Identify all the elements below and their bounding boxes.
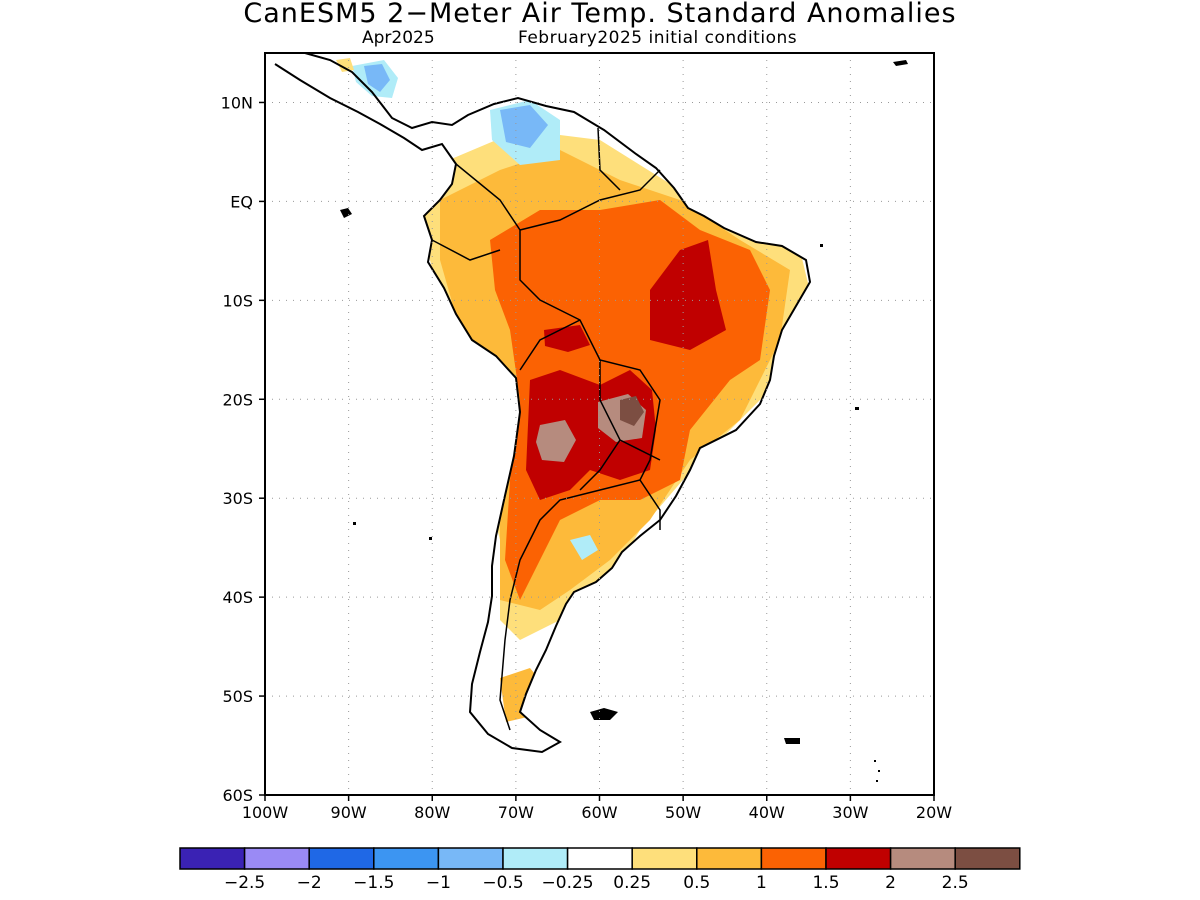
- legend-swatch: [373, 847, 440, 870]
- lon-tick-label: 100W: [242, 803, 289, 822]
- lat-tick-label: 30S: [222, 489, 253, 508]
- anomaly-region-2-a: [536, 420, 576, 462]
- legend-swatch: [566, 847, 633, 870]
- lon-tick-label: 20W: [916, 803, 952, 822]
- lat-tick-label: 20S: [222, 390, 253, 409]
- color-legend: −2.5 −2 −1.5 −1 −0.5 −0.25 0.25 0.5 1 1.5 2 2.5: [179, 847, 1021, 893]
- map-title: CanESM5 2−Meter Air Temp. Standard Anoma…: [243, 0, 957, 29]
- lat-tick-label: 40S: [222, 588, 253, 607]
- legend-label: 1.5: [812, 873, 839, 893]
- axis-ticks: 100W 90W 80W 70W 60W 50W 40W 30W 20W 10N EQ 10S 20S 3…: [221, 93, 953, 822]
- lon-tick-label: 30W: [832, 803, 868, 822]
- lon-tick-label: 50W: [665, 803, 701, 822]
- lat-tick-label: 60S: [222, 786, 253, 805]
- lon-tick-label: 60W: [581, 803, 617, 822]
- lon-tick-label: 70W: [498, 803, 534, 822]
- legend-label: 2: [885, 873, 896, 893]
- legend-swatch: [243, 847, 310, 870]
- legend-swatch: [696, 847, 763, 870]
- legend-label: −2.5: [224, 873, 265, 893]
- lon-tick-label: 40W: [749, 803, 785, 822]
- legend-swatch: [437, 847, 504, 870]
- lon-tick-label: 90W: [331, 803, 367, 822]
- legend-label: −1: [426, 873, 451, 893]
- legend-label: −0.5: [482, 873, 523, 893]
- lat-tick-label: 10N: [221, 93, 253, 112]
- lat-tick-label: 10S: [222, 291, 253, 310]
- legend-label: 1: [756, 873, 767, 893]
- coastlines: [274, 53, 812, 754]
- legend-label: −2: [297, 873, 322, 893]
- forecast-month: Apr2025: [362, 28, 435, 48]
- legend-label: 0.25: [613, 873, 651, 893]
- anomaly-region-1.5-north: [650, 240, 726, 350]
- grid-lines: [265, 53, 934, 795]
- legend-swatch: [760, 847, 827, 870]
- legend-label: 2.5: [942, 873, 969, 893]
- legend-label: 0.5: [683, 873, 710, 893]
- lat-tick-label: EQ: [230, 192, 253, 211]
- legend-swatch: [502, 847, 569, 870]
- anomaly-region-neg-0.5: [500, 105, 548, 148]
- anomaly-region-2.5: [620, 396, 644, 426]
- legend-swatch: [954, 847, 1021, 870]
- legend-swatch: [308, 847, 375, 870]
- central-america-anomaly: [336, 58, 398, 98]
- legend-label: −0.25: [542, 873, 594, 893]
- anomaly-region-neg-0.25-south: [570, 535, 598, 560]
- legend-label: −1.5: [353, 873, 394, 893]
- lat-tick-label: 50S: [222, 687, 253, 706]
- initial-conditions: February2025 initial conditions: [518, 28, 798, 48]
- legend-swatch: [179, 847, 246, 870]
- anomaly-region-0.5-patagonia: [500, 668, 548, 722]
- lon-tick-label: 80W: [414, 803, 450, 822]
- legend-swatch: [889, 847, 956, 870]
- islands: [340, 60, 908, 782]
- legend-swatch: [825, 847, 892, 870]
- legend-swatch: [631, 847, 698, 870]
